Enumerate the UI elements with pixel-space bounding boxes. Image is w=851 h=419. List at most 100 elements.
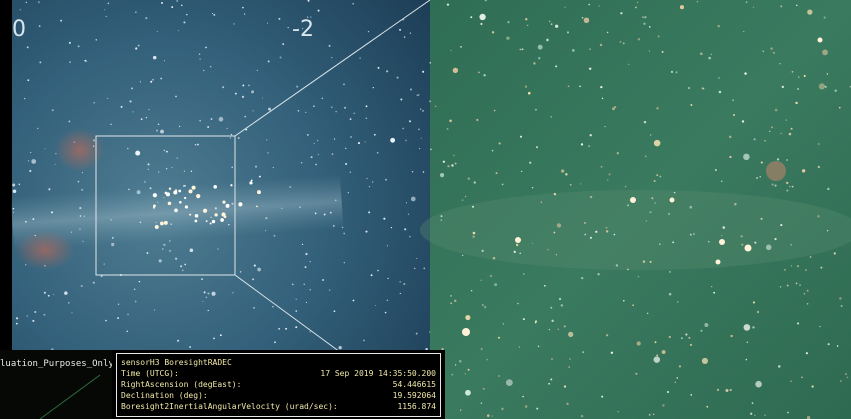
- star: [135, 11, 137, 13]
- star: [174, 208, 178, 213]
- star: [441, 347, 444, 351]
- star: [817, 37, 823, 43]
- star: [418, 94, 420, 96]
- star: [135, 47, 138, 50]
- star: [550, 23, 553, 25]
- star: [796, 4, 798, 6]
- star: [256, 69, 258, 72]
- star: [676, 377, 679, 379]
- star: [305, 301, 308, 304]
- star: [51, 109, 54, 112]
- star: [729, 155, 732, 159]
- star: [352, 2, 355, 5]
- star: [604, 125, 606, 128]
- star: [219, 334, 222, 337]
- star: [572, 49, 575, 52]
- star: [589, 236, 592, 239]
- star: [213, 185, 217, 189]
- star: [77, 45, 80, 48]
- star: [177, 29, 179, 31]
- star: [718, 90, 722, 94]
- star: [267, 60, 270, 63]
- star: [836, 345, 839, 347]
- star: [834, 89, 837, 92]
- star: [653, 356, 661, 363]
- star: [544, 285, 546, 287]
- star: [531, 187, 534, 189]
- star: [301, 162, 303, 164]
- star: [583, 221, 587, 225]
- star: [620, 12, 623, 15]
- star: [147, 168, 150, 171]
- star: [163, 149, 165, 152]
- star: [741, 120, 745, 123]
- star: [630, 197, 636, 203]
- star: [515, 237, 521, 243]
- star: [163, 243, 166, 246]
- star: [168, 187, 172, 190]
- star: [489, 274, 493, 278]
- star: [323, 213, 326, 216]
- star: [560, 304, 564, 307]
- star: [264, 230, 267, 232]
- star: [367, 30, 370, 33]
- star: [231, 202, 234, 205]
- star: [619, 40, 622, 43]
- star: [507, 21, 510, 24]
- star: [176, 0, 178, 2]
- star: [29, 169, 32, 172]
- star: [180, 265, 183, 268]
- star: [479, 13, 486, 21]
- star: [451, 373, 454, 376]
- star: [419, 108, 422, 111]
- star: [790, 380, 792, 382]
- star: [267, 152, 269, 154]
- star: [535, 108, 537, 111]
- star: [760, 217, 763, 220]
- star: [126, 330, 129, 333]
- star: [333, 310, 336, 313]
- star: [153, 204, 156, 208]
- star: [48, 188, 51, 191]
- star: [719, 239, 725, 245]
- star: [15, 322, 18, 325]
- star: [553, 231, 556, 234]
- star: [12, 189, 17, 194]
- star: [301, 243, 304, 246]
- star: [641, 16, 644, 19]
- star: [826, 73, 829, 75]
- star: [515, 243, 519, 247]
- star: [343, 83, 345, 86]
- star: [495, 172, 498, 175]
- star: [734, 203, 737, 206]
- star: [799, 284, 801, 286]
- star: [649, 260, 652, 263]
- star: [690, 104, 693, 106]
- star: [92, 145, 95, 147]
- star: [817, 214, 820, 218]
- star: [69, 61, 71, 63]
- star: [92, 281, 95, 284]
- star: [390, 226, 393, 229]
- star: [786, 284, 789, 287]
- star: [781, 85, 784, 89]
- star: [480, 22, 483, 26]
- star: [16, 317, 19, 320]
- star: [656, 174, 659, 177]
- star: [184, 184, 186, 187]
- star: [527, 24, 529, 27]
- nebula: [55, 128, 105, 172]
- star: [147, 163, 150, 166]
- star: [278, 327, 281, 330]
- star: [646, 312, 649, 315]
- star: [690, 394, 693, 396]
- star: [370, 274, 373, 277]
- star: [779, 286, 782, 288]
- star: [470, 290, 473, 292]
- star: [241, 95, 245, 98]
- star: [27, 160, 30, 162]
- star: [214, 213, 218, 217]
- star: [617, 411, 619, 413]
- star: [519, 135, 523, 138]
- star: [242, 84, 245, 87]
